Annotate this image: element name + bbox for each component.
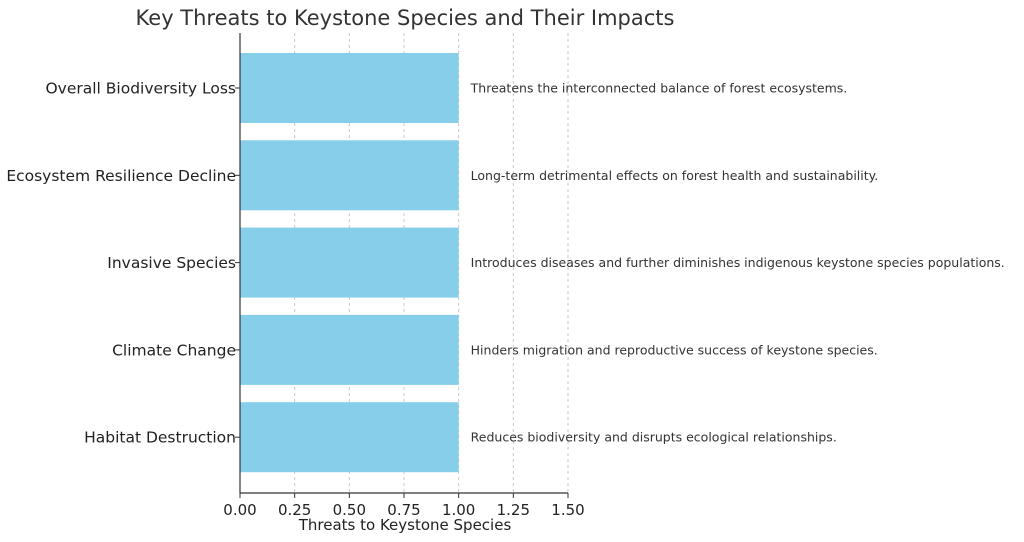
x-tick-label: 1.25 (497, 501, 530, 519)
x-tick-label: 0.25 (278, 501, 311, 519)
bar-annotations: Threatens the interconnected balance of … (470, 81, 1005, 445)
x-tick-label: 0.50 (333, 501, 366, 519)
category-label: Overall Biodiversity Loss (45, 80, 236, 98)
chart-title: Key Threats to Keystone Species and Thei… (136, 6, 675, 30)
x-tick-labels: 0.00 0.25 0.50 0.75 1.00 1.25 1.50 (223, 501, 584, 519)
x-tick-label: 0.00 (223, 501, 256, 519)
x-tick-label: 1.00 (442, 501, 475, 519)
category-label: Climate Change (112, 341, 236, 359)
axes (235, 33, 569, 498)
bar-annotation: Threatens the interconnected balance of … (470, 81, 848, 96)
bar-annotation: Long-term detrimental effects on forest … (471, 168, 879, 183)
bar (240, 227, 459, 298)
x-axis-label: Threats to Keystone Species (298, 516, 512, 534)
bar-annotation: Reduces biodiversity and disrupts ecolog… (471, 430, 837, 445)
x-tick-label: 0.75 (387, 501, 420, 519)
bars (240, 53, 459, 473)
category-label: Habitat Destruction (84, 429, 236, 447)
category-label: Invasive Species (107, 254, 236, 272)
category-label: Ecosystem Resilience Decline (6, 167, 236, 185)
bar-annotation: Introduces diseases and further diminish… (471, 255, 1005, 270)
bar (240, 402, 459, 473)
bar-annotation: Hinders migration and reproductive succe… (471, 342, 878, 357)
bar (240, 314, 459, 385)
x-tick-label: 1.50 (551, 501, 584, 519)
bar (240, 53, 459, 123)
bar (240, 140, 459, 211)
category-labels: Overall Biodiversity Loss Ecosystem Resil… (6, 80, 236, 447)
